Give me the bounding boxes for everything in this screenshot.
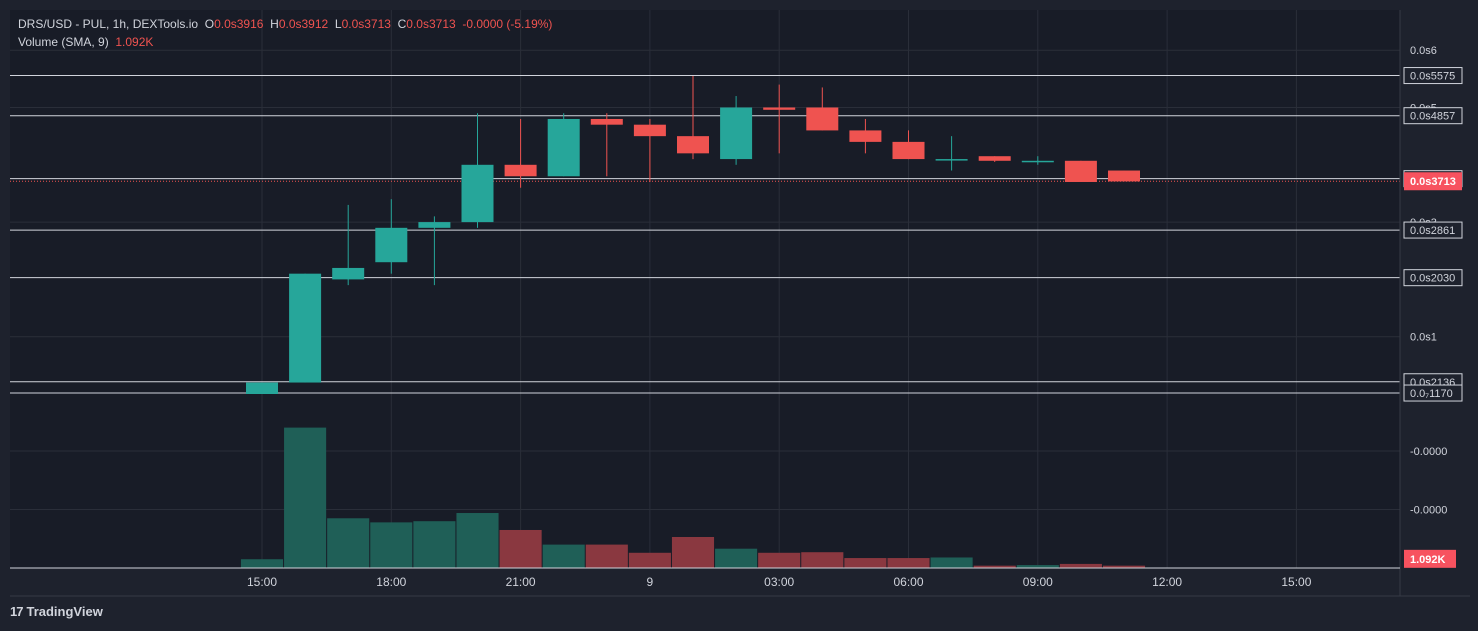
time-tick-label: 03:00 [764,575,794,589]
candle-body [246,382,278,394]
candle-body [418,222,451,228]
horizontal-line-price-box [1403,384,1463,402]
volume-bar [1102,565,1146,568]
horizontal-line-price-box [1403,269,1463,287]
volume-bar [930,557,973,568]
change-value: -0.0000 (-5.19%) [462,17,553,31]
volume-bar [284,427,327,568]
volume-bar [370,522,413,568]
price-tick-label: 0.0s1 [1410,332,1437,344]
candle-body [978,156,1011,161]
time-tick-label: 06:00 [893,575,923,589]
close-value: 0.0s3713 [406,17,456,31]
candle-body [677,136,709,154]
grid-lines [10,10,1400,568]
time-tick-label: 12:00 [1152,575,1182,589]
volume-indicator-label: Volume (SMA, 9) [18,35,109,49]
time-tick-label: 09:00 [1023,575,1053,589]
volume-indicator-value: 1.092K [115,35,154,49]
current-price-box [1404,172,1462,191]
time-tick-label: 15:00 [247,575,277,589]
candle-body [763,107,796,110]
volume-bar [542,544,585,568]
time-tick-label: 21:00 [506,575,536,589]
high-label: H [270,17,279,31]
open-value: 0.0s3916 [214,17,264,31]
tradingview-logo-icon: 17 [10,604,24,619]
horizontal-line-price-box [1403,107,1463,125]
candle-body [289,273,322,383]
horizontal-ray-lines[interactable] [10,75,1400,394]
volume-bar [240,559,284,568]
time-tick-label: 15:00 [1281,575,1311,589]
horizontal-line-price-box [1403,221,1463,239]
time-axis[interactable]: 15:00 18:00 21:00 9 03:00 06:00 09:00 12:00 15:0… [247,575,1312,589]
current-price-label: 0.0s3713 [1410,176,1456,188]
candle-body [1021,160,1054,163]
candle-body [892,141,925,160]
volume-bar [499,529,542,568]
plot-background [10,10,1400,568]
tradingview-logo-text: TradingView [26,604,103,619]
horizontal-line-price-label: 0.0s5575 [1410,71,1455,83]
candle-body [547,118,580,177]
candle-body [849,130,882,142]
chart-legend: DRS/USD - PUL, 1h, DEXTools.io O0.0s3916… [18,15,552,51]
horizontal-line-price-label: 0.0₇1170 [1410,388,1453,400]
volume-legend-row: Volume (SMA, 9) 1.092K [18,33,552,51]
volume-bar [671,536,715,568]
time-tick-label: 9 [647,575,654,589]
candlesticks [246,75,1140,394]
volume-bar [801,552,844,568]
ohlc-legend-row: DRS/USD - PUL, 1h, DEXTools.io O0.0s3916… [18,15,552,33]
volume-bar [973,565,1016,568]
symbol-label: DRS/USD - PUL, 1h, DEXTools.io [18,17,199,31]
candle-body [806,107,839,131]
volume-bar [413,521,456,568]
candle-body [461,164,494,223]
low-label: L [334,17,342,31]
volume-bar [715,548,758,568]
volume-bar [327,518,370,568]
time-tick-label: 18:00 [376,575,406,589]
volume-bar [628,552,671,568]
candle-body [590,118,623,125]
high-value: 0.0s3912 [278,17,329,31]
price-tick-label: 0.0s6 [1410,45,1437,57]
volume-tick-label: -0.0000 [1410,505,1447,517]
candle-body [935,159,968,161]
candle-body [1108,170,1140,182]
volume-bars [240,427,1146,568]
candle-body [1064,160,1097,182]
volume-bar [887,558,930,568]
volume-bar [758,552,801,568]
low-value: 0.0s3713 [341,17,391,31]
candle-body [504,164,537,177]
price-axis[interactable]: 0.0s60.0s50.0s30.0s1-0.0000-0.00000.0s55… [1403,45,1463,568]
open-label: O [204,17,215,31]
candle-body [720,107,753,160]
volume-tick-label: -0.0000 [1410,446,1447,458]
horizontal-line-price-box [1403,67,1463,85]
volume-value-label: 1.092K [1410,554,1446,566]
candle-body [633,124,666,137]
volume-bar [1059,563,1102,568]
volume-bar [844,558,887,568]
horizontal-line-price-label: 0.0s4857 [1410,111,1455,123]
volume-bar [1016,565,1059,568]
candle-body [375,227,408,263]
tradingview-logo[interactable]: 17 TradingView [10,604,103,619]
horizontal-line-price-label: 0.0s2861 [1410,225,1455,237]
candle-body [332,267,365,280]
volume-value-box [1404,549,1456,568]
volume-bar [585,544,628,568]
horizontal-line-price-label: 0.0s2030 [1410,273,1455,285]
close-label: C [397,17,407,31]
volume-bar [456,513,499,568]
